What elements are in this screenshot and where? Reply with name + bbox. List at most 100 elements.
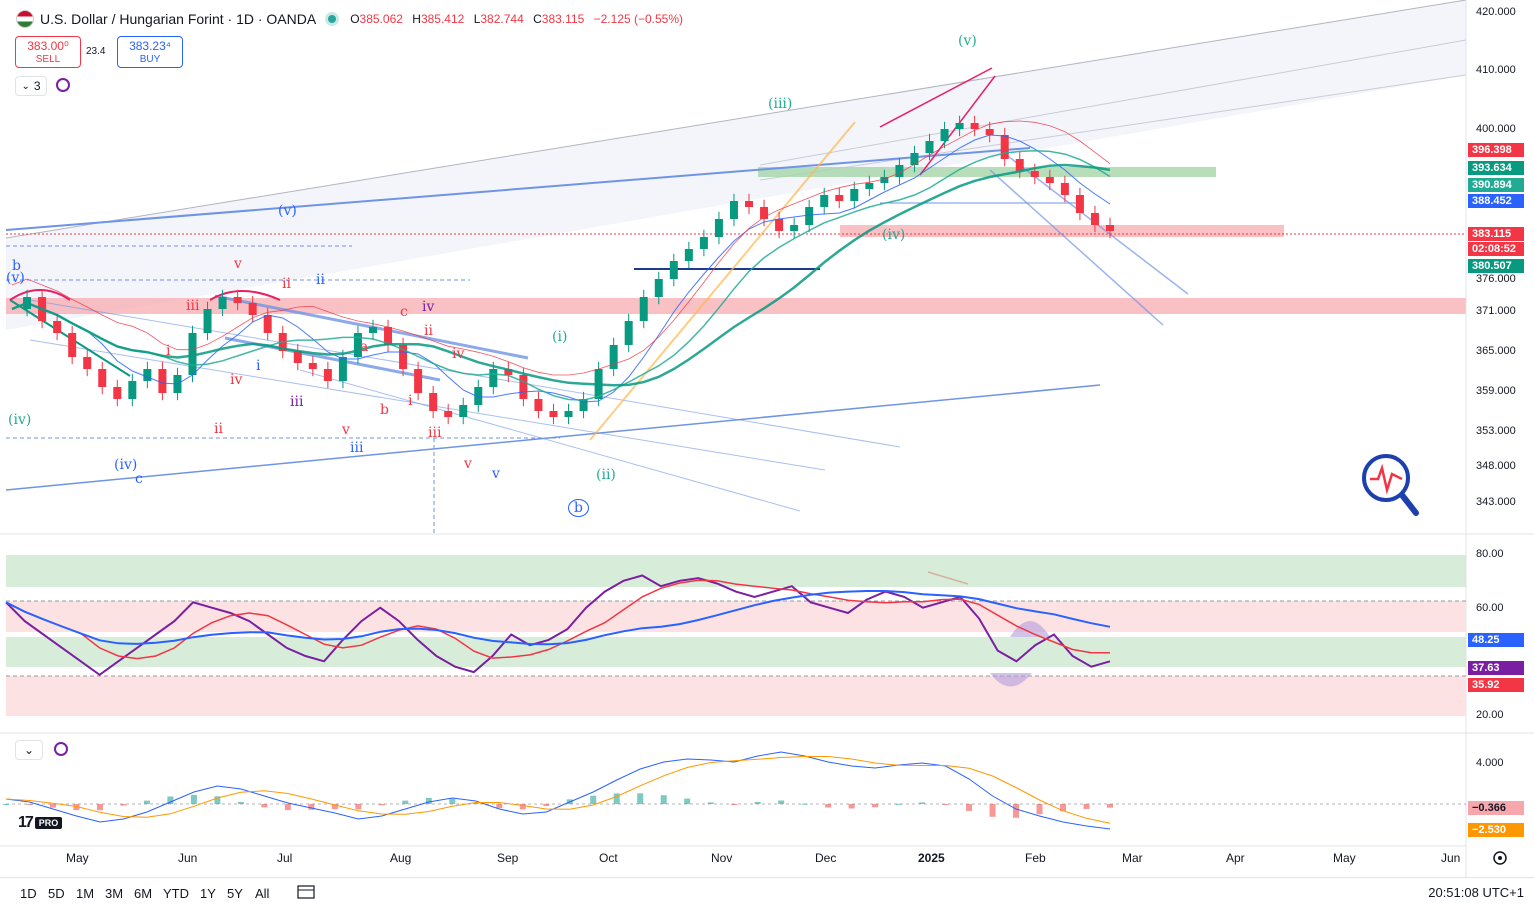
macd-signal-line xyxy=(5,756,1111,824)
range-button-3m[interactable]: 3M xyxy=(105,886,124,901)
candle-body xyxy=(910,153,919,165)
gear-icon[interactable] xyxy=(1493,851,1507,865)
candle-body xyxy=(68,333,77,357)
wave-label: b xyxy=(12,258,21,274)
macd-bar xyxy=(190,794,197,804)
range-button-5d[interactable]: 5D xyxy=(48,886,65,901)
candle-body xyxy=(188,333,197,375)
symbol-header[interactable]: U.S. Dollar / Hungarian Forint · 1D · OA… xyxy=(16,8,689,30)
candle-body xyxy=(399,345,408,369)
candle-body xyxy=(459,405,468,417)
wave-label: (v) xyxy=(278,203,297,219)
macd-bar xyxy=(966,804,973,811)
wave-label: c xyxy=(400,304,408,320)
macd-bar xyxy=(731,804,738,805)
price-tick-label: 359.000 xyxy=(1476,385,1516,397)
macd-bar xyxy=(801,803,808,805)
macd-collapse-button[interactable]: ⌄ xyxy=(15,740,43,760)
candle-body xyxy=(444,411,453,417)
candle-body xyxy=(1000,135,1009,159)
clock[interactable]: 20:51:08 UTC+1 xyxy=(1428,885,1524,900)
wave-label: (iv) xyxy=(8,412,32,428)
macd-bar xyxy=(378,804,385,806)
rsi-tag: 48.25 xyxy=(1468,633,1524,647)
wave-label: iv xyxy=(452,346,465,362)
buy-button[interactable]: 383.23⁴ BUY xyxy=(117,36,183,68)
price-tick-label: 348.000 xyxy=(1476,460,1516,472)
refresh-icon[interactable] xyxy=(50,740,72,758)
candle-body xyxy=(564,411,573,417)
macd-bar xyxy=(707,802,714,804)
moving-averages xyxy=(11,120,1111,403)
wave-label: iii xyxy=(290,394,304,410)
macd-bar xyxy=(872,804,879,808)
candle-body xyxy=(128,381,137,399)
candle-body xyxy=(955,123,964,129)
macd-bar xyxy=(1013,804,1020,818)
range-button-5y[interactable]: 5Y xyxy=(227,886,243,901)
candle-body xyxy=(353,333,362,357)
wave-label: i xyxy=(408,393,413,409)
refresh-icon[interactable] xyxy=(52,76,74,94)
rsi-signal-line xyxy=(5,579,1110,660)
candle-body xyxy=(729,201,738,219)
price-tick-label: 365.000 xyxy=(1476,345,1516,357)
tradingview-logo[interactable]: 17 PRO xyxy=(18,814,63,832)
candle-body xyxy=(233,297,242,303)
candle-body xyxy=(579,399,588,411)
indicators-collapse-button[interactable]: ⌄ 3 xyxy=(15,76,47,96)
price-tag: 393.634 xyxy=(1468,161,1524,175)
macd-bar xyxy=(942,804,949,805)
wave-label: (v) xyxy=(6,270,25,286)
macd-line xyxy=(5,751,1111,830)
candle-body xyxy=(143,369,152,381)
time-tick-label: May xyxy=(1333,851,1356,865)
macd-bar xyxy=(895,803,902,805)
candle-body xyxy=(925,141,934,153)
moving-average-line xyxy=(11,163,1111,387)
chevron-down-icon: ⌄ xyxy=(21,80,30,92)
wave-label: iv xyxy=(422,299,435,315)
candle-body xyxy=(775,219,784,231)
range-button-6m[interactable]: 6M xyxy=(134,886,153,901)
wave-label: i xyxy=(256,358,261,374)
wave-label: v xyxy=(492,466,500,482)
time-tick-label: Jul xyxy=(277,851,293,865)
price-tick-label: 343.000 xyxy=(1476,496,1516,508)
price-tick-label: 353.000 xyxy=(1476,425,1516,437)
range-button-1y[interactable]: 1Y xyxy=(200,886,216,901)
price-tick-label: 410.000 xyxy=(1476,64,1516,76)
wave-label: a xyxy=(360,339,369,355)
wave-label: (iii) xyxy=(768,96,793,112)
moving-average-line xyxy=(11,150,1111,401)
candle-body xyxy=(158,369,167,393)
range-button-all[interactable]: All xyxy=(255,886,270,901)
macd-bar xyxy=(26,804,33,805)
range-button-1m[interactable]: 1M xyxy=(76,886,95,901)
candle-body xyxy=(504,369,513,375)
macd-bar xyxy=(919,802,926,804)
macd-bar xyxy=(402,800,409,804)
sell-button[interactable]: 383.00⁰ SELL xyxy=(15,36,81,68)
date-range-icon[interactable] xyxy=(296,883,316,899)
candle-body xyxy=(368,327,377,333)
candle-body xyxy=(1060,183,1069,195)
fib-channel xyxy=(5,0,1467,330)
wave-label: (iv) xyxy=(114,457,138,473)
macd-bar xyxy=(472,803,479,805)
range-button-1d[interactable]: 1D xyxy=(20,886,37,901)
candle-body xyxy=(684,249,693,261)
time-tick-label: May xyxy=(66,851,89,865)
range-button-ytd[interactable]: YTD xyxy=(163,886,189,901)
candle-body xyxy=(940,129,949,141)
candle-body xyxy=(384,327,393,345)
candle-body xyxy=(895,165,904,177)
macd-bar xyxy=(49,804,56,808)
time-tick-label: Oct xyxy=(599,851,618,865)
macd-bar xyxy=(308,804,315,810)
price-tag: 02:08:52 xyxy=(1468,242,1524,256)
rsi-tick-label: 60.00 xyxy=(1476,602,1504,614)
time-tick-label: Jun xyxy=(178,851,198,865)
candle-body xyxy=(263,315,272,333)
